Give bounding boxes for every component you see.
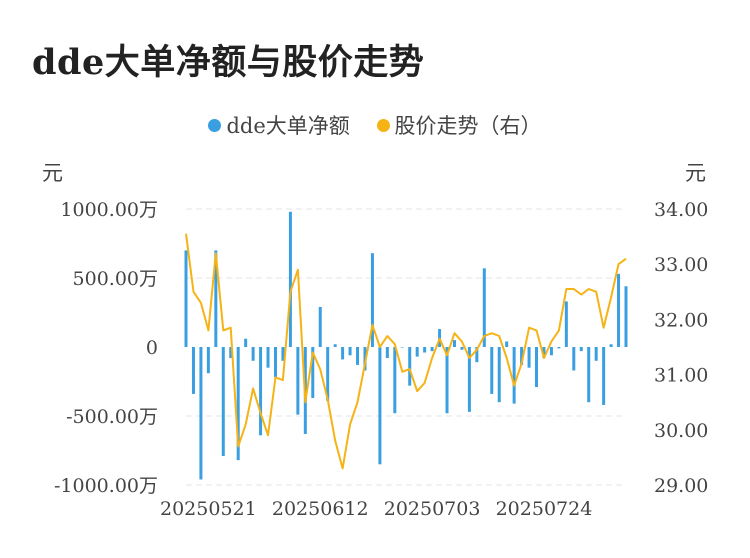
- dde-bar: [445, 347, 449, 414]
- dde-bar: [318, 306, 322, 347]
- dde-bar: [475, 347, 479, 363]
- legend-item-price[interactable]: 股价走势（右）: [376, 110, 542, 140]
- dde-bar: [348, 347, 352, 356]
- price-line: [185, 233, 627, 470]
- y-right-tick-label: 30.00: [654, 420, 708, 442]
- dde-bar: [236, 347, 240, 461]
- x-tick-label: 20250521: [160, 498, 257, 520]
- right-axis-unit: 元: [685, 161, 706, 185]
- dde-bar: [333, 344, 337, 347]
- y-left-tick-label: 0: [146, 337, 158, 359]
- dde-bar: [527, 347, 531, 368]
- dde-bar: [400, 347, 404, 348]
- y-right-tick-label: 34.00: [654, 199, 708, 221]
- x-tick-label: 20250724: [496, 498, 593, 520]
- dde-bar: [251, 347, 255, 361]
- dde-bar: [356, 347, 360, 365]
- dde-bar: [288, 211, 292, 347]
- dde-bar: [311, 347, 315, 399]
- dde-bar: [452, 340, 456, 347]
- y-right-tick-label: 33.00: [654, 254, 708, 276]
- dde-bar: [221, 347, 225, 457]
- dde-bar: [229, 347, 233, 359]
- dde-bar: [244, 338, 248, 347]
- dde-bar: [624, 286, 628, 347]
- dde-bar: [579, 347, 583, 352]
- x-tick-label: 20250612: [272, 498, 369, 520]
- legend-item-dde[interactable]: dde大单净额: [208, 110, 350, 140]
- dde-bar: [602, 347, 606, 405]
- dde-bar: [542, 347, 546, 359]
- dde-bar: [609, 344, 613, 347]
- dde-bar: [408, 347, 412, 386]
- dde-bar: [259, 347, 263, 436]
- left-axis-unit: 元: [42, 161, 63, 185]
- dde-bar: [549, 347, 553, 356]
- dde-bar: [199, 347, 203, 480]
- dde-bar: [214, 250, 218, 347]
- dde-bar: [296, 347, 300, 415]
- dde-bar: [281, 347, 285, 361]
- dde-bar: [341, 347, 345, 360]
- dde-bar: [266, 347, 270, 368]
- dde-bar: [423, 347, 427, 353]
- y-left-tick-label: -1000.00万: [54, 475, 158, 497]
- dde-bar: [467, 347, 471, 412]
- y-left-tick-label: 1000.00万: [60, 199, 158, 221]
- chart-title: dde大单净额与股价走势: [32, 42, 425, 83]
- dde-bar: [572, 347, 576, 371]
- x-tick-label: 20250703: [384, 498, 481, 520]
- dde-bar: [490, 347, 494, 394]
- legend: dde大单净额 股价走势（右）: [0, 110, 750, 140]
- y-left-tick-label: 500.00万: [73, 268, 158, 290]
- legend-dot-price: [376, 119, 390, 132]
- dde-bar: [273, 347, 277, 378]
- dde-bar: [512, 347, 516, 404]
- y-right-tick-label: 31.00: [654, 365, 708, 387]
- dde-bar: [535, 347, 539, 388]
- dde-bar: [587, 347, 591, 403]
- dde-bar: [385, 347, 389, 359]
- dde-bar: [497, 347, 501, 403]
- dde-bar: [326, 347, 330, 401]
- y-right-tick-label: 32.00: [654, 309, 708, 331]
- legend-dot-dde: [208, 119, 222, 132]
- dde-bar: [564, 301, 568, 347]
- legend-label-price: 股价走势（右）: [394, 114, 542, 138]
- dde-bar: [378, 347, 382, 465]
- dde-bar: [617, 273, 621, 347]
- dde-bar: [184, 250, 188, 347]
- dde-bar: [206, 347, 210, 374]
- legend-label-dde: dde大单净额: [226, 114, 350, 138]
- dde-bar: [520, 347, 524, 365]
- dde-bar: [460, 347, 464, 350]
- dde-bar: [557, 347, 561, 349]
- y-left-tick-label: -500.00万: [66, 406, 158, 428]
- dde-bar: [430, 347, 434, 352]
- y-right-tick-label: 29.00: [654, 475, 708, 497]
- dde-bar: [505, 341, 509, 347]
- dde-bar: [393, 347, 397, 414]
- dde-bar: [482, 268, 486, 347]
- dde-bar: [370, 253, 374, 347]
- dde-bar: [594, 347, 598, 361]
- dde-bar: [191, 347, 195, 394]
- dde-bar: [415, 347, 419, 357]
